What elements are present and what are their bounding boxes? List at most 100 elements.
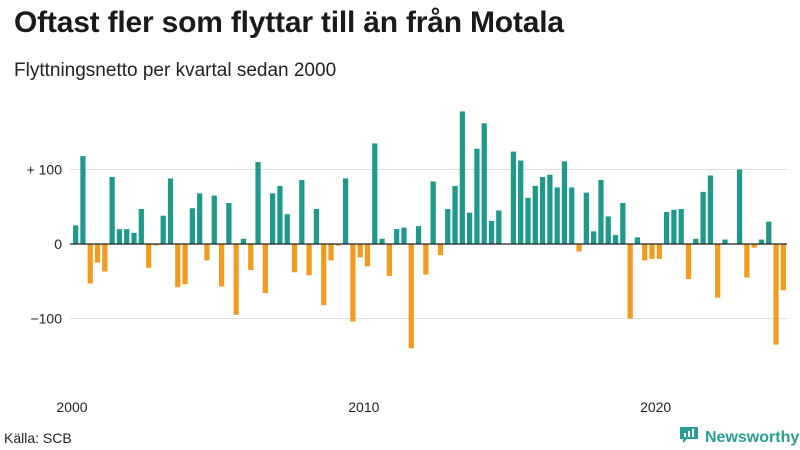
bar: [510, 151, 517, 244]
bar: [335, 244, 341, 246]
bar: [518, 160, 524, 244]
bar: [700, 191, 706, 244]
y-axis-labels: + 100 0 −100: [27, 162, 63, 327]
bar: [415, 226, 422, 244]
bar: [605, 216, 611, 244]
bar: [262, 244, 268, 294]
bar: [663, 211, 670, 244]
bar: [452, 185, 458, 244]
source-note: Källa: SCB: [4, 430, 72, 446]
bar: [291, 244, 298, 273]
bar: [569, 187, 575, 244]
bar: [313, 208, 320, 244]
bar: [87, 244, 93, 284]
bar: [649, 244, 655, 259]
bar: [532, 185, 538, 244]
bar: [547, 174, 553, 244]
bar: [342, 178, 349, 244]
bar: [539, 176, 546, 244]
bar: [758, 239, 765, 244]
y-tick-label: −100: [30, 311, 62, 327]
bar: [612, 235, 619, 244]
bar: [766, 221, 772, 244]
bar: [561, 161, 568, 244]
bar: [73, 225, 79, 245]
chart-title: Oftast fler som flyttar till än från Mot…: [14, 6, 564, 39]
bar: [321, 244, 327, 306]
bar: [394, 229, 400, 244]
bar: [751, 244, 757, 248]
bar: [430, 181, 436, 244]
bar: [211, 195, 217, 244]
bar: [197, 193, 203, 244]
bar: [583, 192, 589, 244]
bar: [145, 244, 152, 268]
bar: [350, 244, 356, 322]
bar: [138, 208, 144, 244]
y-tick-label: 0: [54, 236, 62, 252]
x-tick-label: 2010: [348, 399, 379, 415]
bar: [693, 238, 699, 244]
bar: [408, 244, 414, 349]
bar: [379, 238, 385, 244]
bar: [467, 212, 473, 244]
y-tick-label: + 100: [27, 162, 63, 178]
bar: [175, 244, 181, 288]
newsworthy-logo-text: Newsworthy: [705, 428, 800, 446]
bar: [715, 244, 721, 298]
bar: [423, 244, 429, 275]
bar: [109, 176, 115, 244]
bar: [642, 244, 648, 261]
bar: [620, 203, 626, 244]
bar: [671, 209, 677, 244]
bar: [474, 148, 480, 244]
bar: [678, 208, 684, 244]
bar: [94, 244, 101, 263]
bar: [233, 244, 239, 315]
bar: [554, 187, 560, 244]
bar: [598, 179, 604, 244]
bar: [488, 220, 495, 244]
bar: [270, 193, 276, 244]
bar: [131, 232, 137, 244]
bar: [218, 244, 225, 287]
bar: [153, 244, 159, 246]
bar: [459, 111, 465, 244]
x-axis-labels: 2000 2010 2020: [56, 399, 671, 415]
bar: [576, 244, 582, 252]
bar: [284, 214, 290, 244]
bar: [182, 244, 188, 285]
bar: [328, 244, 334, 261]
bar: [656, 244, 662, 259]
x-tick-label: 2020: [640, 399, 671, 415]
bar: [372, 143, 378, 244]
bar: [773, 244, 779, 345]
bar: [204, 244, 210, 261]
bar: [116, 229, 123, 244]
bar: [357, 244, 363, 258]
bar: [722, 239, 728, 244]
bar: [481, 123, 487, 244]
bars: [73, 111, 786, 349]
bar: [364, 244, 371, 267]
bar: [255, 162, 261, 244]
bar: [386, 244, 392, 277]
bar: [80, 156, 86, 244]
bar: [167, 178, 174, 244]
bar: [685, 244, 692, 280]
bar: [299, 179, 305, 244]
bar: [306, 244, 312, 276]
bar: [627, 244, 633, 319]
newsworthy-logo-icon: [679, 426, 699, 449]
x-tick-label: 2000: [56, 399, 87, 415]
bar: [707, 175, 714, 244]
bar: [189, 208, 196, 244]
newsworthy-logo: Newsworthy: [679, 426, 799, 449]
bar: [226, 203, 232, 244]
grid-lines: [70, 169, 787, 319]
bar: [525, 197, 531, 244]
bar: [124, 229, 130, 244]
bar: [240, 238, 247, 244]
bar: [634, 237, 641, 244]
